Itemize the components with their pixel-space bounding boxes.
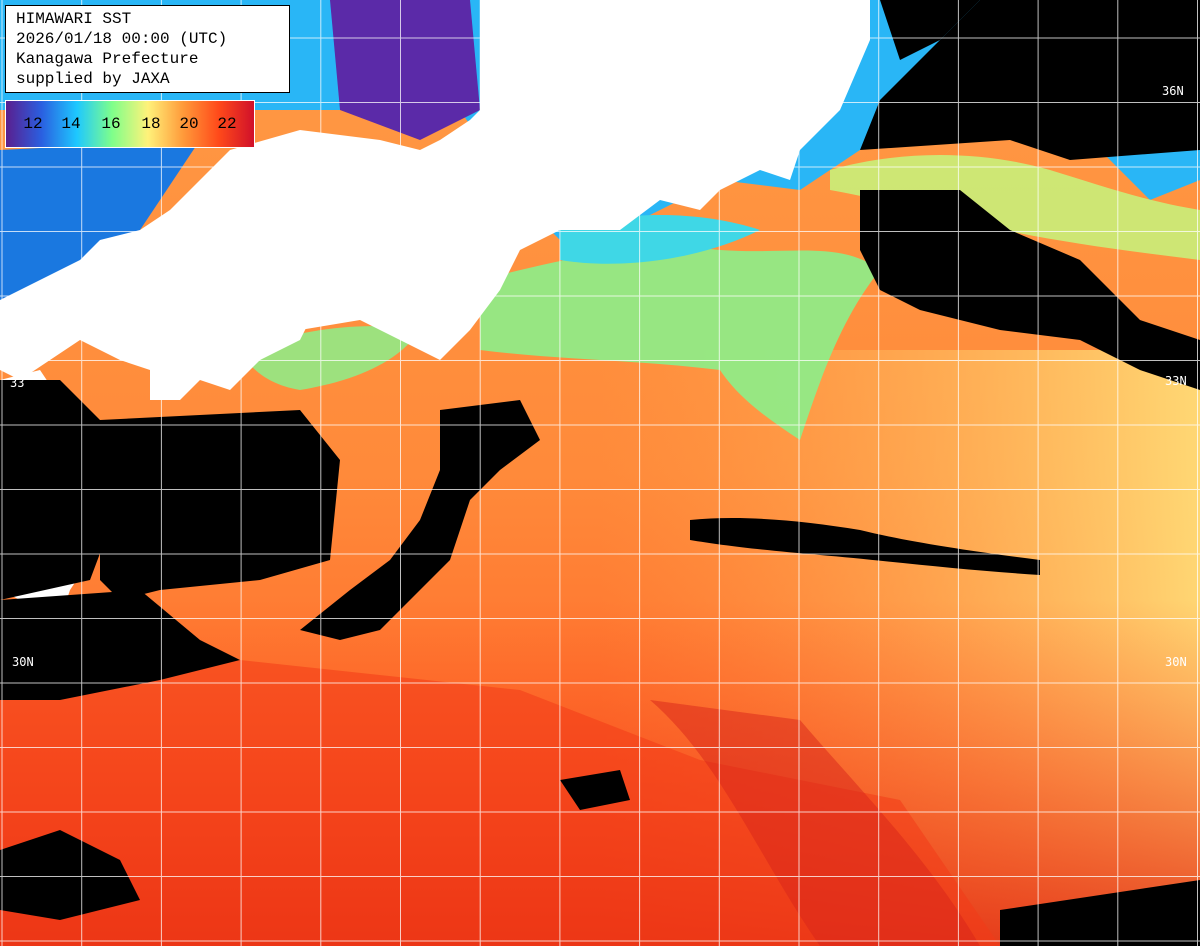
lon-label-136e: 136E xyxy=(481,11,495,40)
legend-tick-14: 14 xyxy=(61,115,81,133)
legend-tick-16: 16 xyxy=(101,115,121,133)
lat-label-33n-right: 33N xyxy=(1165,374,1187,388)
cloud-mask-east xyxy=(860,190,1200,390)
data-credit: supplied by JAXA xyxy=(16,70,170,88)
cold-bay-water xyxy=(330,0,480,140)
cloud-patch-south xyxy=(560,770,630,810)
cloud-mask-lower-west xyxy=(0,590,240,700)
cloud-mask-northeast xyxy=(860,0,1200,160)
legend-tick-20: 20 xyxy=(179,115,199,133)
observation-datetime: 2026/01/18 00:00 (UTC) xyxy=(16,30,228,48)
legend-tick-18: 18 xyxy=(141,115,161,133)
hot-south-filament xyxy=(650,700,980,946)
lat-label-33-left: 33 xyxy=(10,376,24,390)
hot-southwest-region xyxy=(0,660,1000,946)
cloud-mask-southwest xyxy=(100,410,340,600)
product-title: HIMAWARI SST xyxy=(16,10,132,28)
legend-tick-12: 12 xyxy=(23,115,43,133)
lat-label-30n-left: 30N xyxy=(12,655,34,669)
northeast-cool-band xyxy=(830,155,1200,260)
provider-organization: Kanagawa Prefecture xyxy=(16,50,199,68)
land-shikoku xyxy=(150,280,320,370)
cloud-patch-top xyxy=(880,0,980,60)
title-box: HIMAWARI SST 2026/01/18 00:00 (UTC) Kana… xyxy=(5,5,290,93)
cloud-patch-southwest xyxy=(0,830,140,920)
lat-label-30n-right: 30N xyxy=(1165,655,1187,669)
legend-tick-22: 22 xyxy=(217,115,237,133)
color-scale-legend: 12 14 16 18 20 22 xyxy=(5,100,255,148)
lat-label-36n: 36N xyxy=(1162,84,1184,98)
cloud-streak-east xyxy=(690,518,1040,575)
cloud-patch-southeast xyxy=(1000,880,1200,946)
